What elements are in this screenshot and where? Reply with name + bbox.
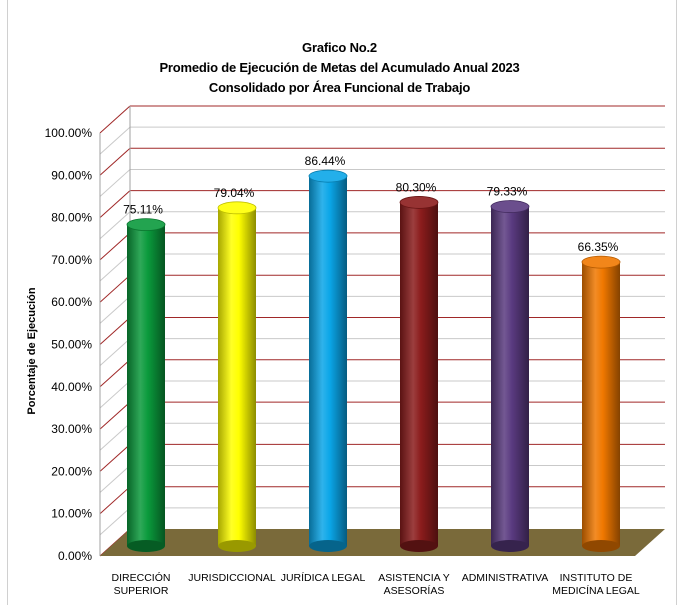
gridline-diagonal xyxy=(99,105,131,134)
chart-floor xyxy=(100,529,665,556)
minor-gridline-diagonal xyxy=(99,338,131,367)
bar xyxy=(309,176,347,547)
bar xyxy=(127,224,165,547)
x-tick-label: ADMINISTRATIVA xyxy=(462,572,549,584)
minor-gridline-diagonal xyxy=(99,295,131,324)
minor-gridline-diagonal xyxy=(99,380,131,409)
data-label: 79.04% xyxy=(214,186,255,200)
y-tick-label: 30.00% xyxy=(51,422,92,436)
y-tick-label: 60.00% xyxy=(51,295,92,309)
y-tick-label: 80.00% xyxy=(51,211,92,225)
minor-gridline-diagonal xyxy=(99,507,131,536)
data-label: 75.11% xyxy=(123,203,163,217)
y-tick-label: 90.00% xyxy=(51,168,92,182)
gridline-diagonal xyxy=(99,232,131,261)
gridline-diagonal xyxy=(99,317,131,345)
y-tick-label: 10.00% xyxy=(51,507,92,521)
bar-top xyxy=(399,196,439,209)
chart-subtitle-line-1: Promedio de Ejecución de Metas del Acumu… xyxy=(159,60,520,75)
gridline-diagonal xyxy=(99,359,131,388)
frame-border-right xyxy=(676,0,677,605)
bar xyxy=(582,262,620,546)
minor-gridline-diagonal xyxy=(99,211,131,240)
minor-gridline-diagonal xyxy=(99,126,131,155)
bar-base xyxy=(309,540,347,552)
y-tick-label: 70.00% xyxy=(51,253,92,267)
bar-top xyxy=(217,201,257,215)
x-tick-label: ASESORÍAS xyxy=(384,584,445,597)
data-label: 66.35% xyxy=(578,240,619,254)
bar-top xyxy=(308,169,348,183)
x-tick-label: INSTITUTO DE xyxy=(560,572,633,584)
minor-gridline-diagonal xyxy=(99,465,131,493)
bar xyxy=(491,206,529,546)
gridline-diagonal xyxy=(99,401,131,430)
chart-title: Grafico No.2 xyxy=(302,40,377,55)
x-tick-label: MEDICÍNA LEGAL xyxy=(552,584,640,597)
bar xyxy=(218,207,256,546)
bar-base xyxy=(127,540,165,552)
x-tick-label: SUPERIOR xyxy=(114,585,169,597)
bar-top xyxy=(126,218,166,232)
chart-subtitle-line-2: Consolidado por Área Funcional de Trabaj… xyxy=(208,80,471,95)
data-label: 80.30% xyxy=(396,180,437,194)
x-tick-label: JURÍDICA LEGAL xyxy=(281,571,366,584)
y-tick-label: 20.00% xyxy=(51,464,92,478)
gridline-diagonal xyxy=(99,274,131,303)
x-tick-label: ASISTENCIA Y xyxy=(378,572,450,584)
minor-gridline-diagonal xyxy=(99,422,131,451)
data-label: 86.44% xyxy=(305,154,346,168)
x-tick-label: DIRECCIÓN xyxy=(112,571,171,584)
gridline-diagonal xyxy=(99,147,131,176)
data-label: 79.33% xyxy=(487,185,528,199)
gridline-diagonal xyxy=(99,190,131,218)
minor-gridline-diagonal xyxy=(99,253,131,282)
minor-gridline-diagonal xyxy=(99,169,131,197)
gridline-diagonal xyxy=(99,486,131,515)
bar-top xyxy=(581,255,621,269)
y-tick-label: 50.00% xyxy=(51,338,92,352)
y-tick-label: 0.00% xyxy=(58,549,92,563)
x-tick-label: JURISDICCIONAL xyxy=(188,572,276,584)
bar-base xyxy=(218,540,256,552)
bar-base xyxy=(582,540,620,552)
gridline-diagonal xyxy=(99,444,131,472)
y-tick-label: 40.00% xyxy=(51,380,92,394)
bar-top xyxy=(490,200,530,213)
bar xyxy=(400,202,438,546)
y-tick-label: 100.00% xyxy=(45,126,93,140)
frame-border-left xyxy=(7,0,8,605)
bar-base xyxy=(491,540,529,552)
bar-base xyxy=(400,540,438,552)
